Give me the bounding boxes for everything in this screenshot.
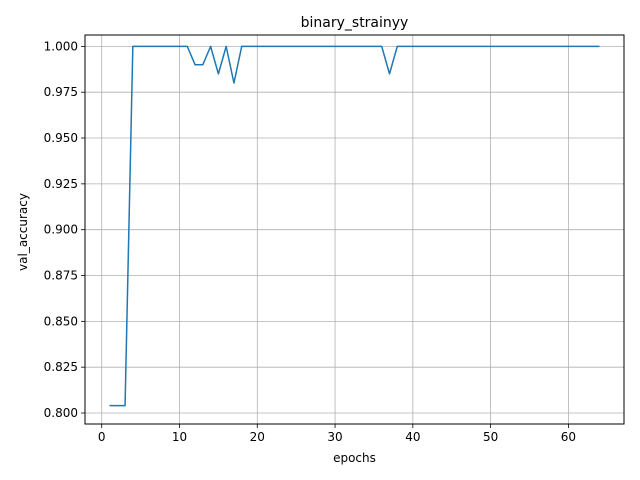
y-tick-label: 0.975 <box>44 85 78 99</box>
x-tick-label: 50 <box>483 430 498 444</box>
y-tick-label: 0.825 <box>44 360 78 374</box>
grid-lines <box>85 35 624 424</box>
y-tick-label: 0.800 <box>44 406 78 420</box>
y-tick-label: 0.850 <box>44 314 78 328</box>
series-layer <box>109 45 600 407</box>
x-tick-label: 20 <box>250 430 265 444</box>
y-tick-label: 0.950 <box>44 131 78 145</box>
y-tick-label: 0.875 <box>44 269 78 283</box>
x-tick-label: 40 <box>405 430 420 444</box>
y-tick-label: 0.925 <box>44 177 78 191</box>
y-axis-label: val_accuracy <box>16 193 30 271</box>
chart-title: binary_strainyy <box>301 15 409 31</box>
x-tick-label: 10 <box>172 430 187 444</box>
x-tick-label: 30 <box>327 430 342 444</box>
x-tick-label: 0 <box>98 430 106 444</box>
y-tick-label: 1.000 <box>44 39 78 53</box>
x-tick-label: 60 <box>561 430 576 444</box>
series-line <box>109 45 600 407</box>
x-axis-label: epochs <box>333 451 376 465</box>
axis-ticks: 0 10 20 30 40 50 60 0.800 0.825 0.850 0.875 0.900 0.… <box>44 39 576 444</box>
y-tick-label: 0.900 <box>44 223 78 237</box>
series-points <box>109 46 599 405</box>
